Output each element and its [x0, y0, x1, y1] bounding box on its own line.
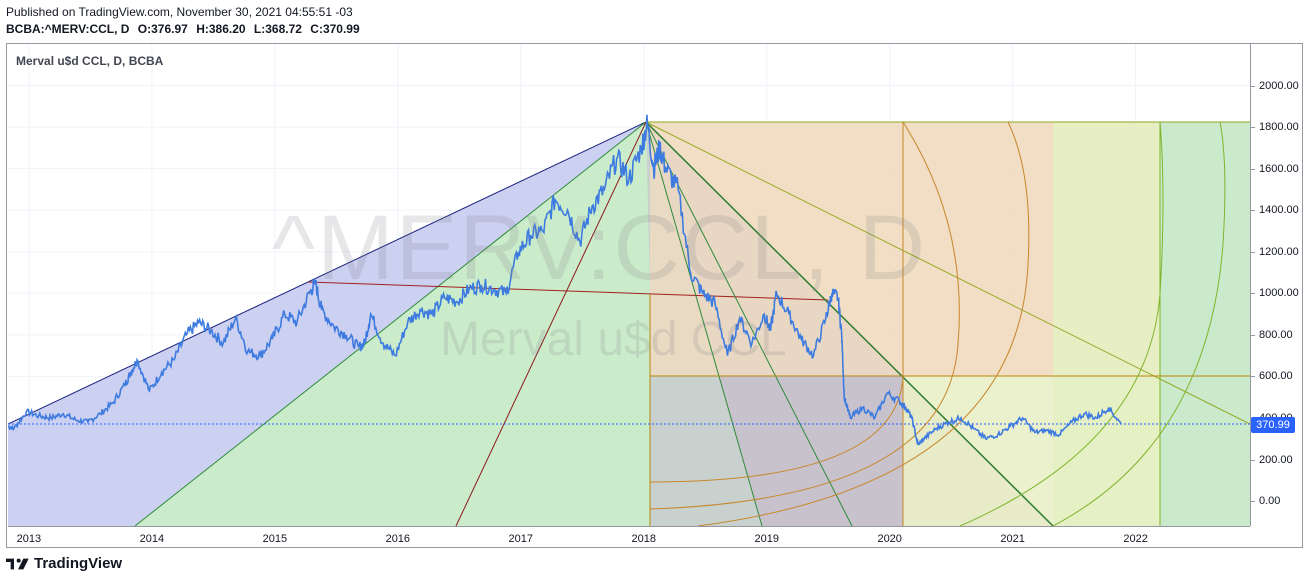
x-tick-label: 2018	[631, 533, 656, 545]
fan-line-down-3	[645, 121, 763, 526]
fan-line-down-4	[645, 121, 1250, 425]
close-value: C:370.99	[310, 22, 360, 36]
arc-green-2	[1052, 121, 1226, 526]
y-tick-label: 1000.00	[1259, 287, 1299, 300]
y-tick-label: 600.00	[1259, 370, 1293, 383]
y-tick-mark	[1251, 376, 1255, 378]
x-tick-label: 2017	[508, 533, 534, 545]
y-tick-mark	[1251, 459, 1255, 461]
price-series-line	[8, 114, 1122, 446]
y-tick-label: 0.00	[1259, 495, 1281, 508]
fan-line-brown	[455, 121, 647, 526]
price-axis[interactable]: 0.00200.00400.00600.00800.001000.001200.…	[1250, 44, 1303, 526]
series-legend: Merval u$d CCL, D, BCBA	[16, 54, 164, 68]
y-tick-mark	[1251, 251, 1255, 253]
fan-line-green	[134, 121, 647, 526]
fan-line-down-1	[645, 121, 1054, 526]
x-tick-label: 2016	[385, 533, 411, 545]
x-tick-label: 2014	[139, 533, 165, 545]
x-tick-label: 2022	[1123, 533, 1148, 545]
fan-zone-blue	[8, 122, 646, 526]
published-note: Published on TradingView.com, November 3…	[6, 5, 353, 19]
y-tick-mark	[1251, 293, 1255, 295]
x-tick-label: 2020	[877, 533, 902, 545]
ohlc-row: BCBA:^MERV:CCL, D O:376.97 H:386.20 L:36…	[6, 22, 365, 36]
arc-orange-1	[649, 375, 904, 483]
fan-box-green-right	[1160, 122, 1250, 526]
y-tick-mark	[1251, 85, 1255, 87]
y-tick-label: 1800.00	[1259, 121, 1299, 134]
last-price-tag: 370.99	[1251, 417, 1295, 433]
fan-line-red-diagonal	[307, 281, 829, 301]
y-tick-label: 1600.00	[1259, 162, 1299, 175]
fan-line-down-2	[645, 121, 853, 526]
symbol-watermark: ^MERV:CCL, D	[272, 197, 928, 299]
y-tick-label: 2000.00	[1259, 79, 1299, 92]
arc-orange-3	[697, 121, 1030, 526]
high-value: H:386.20	[196, 22, 246, 36]
name-watermark: Merval u$d CCL	[440, 313, 787, 366]
brand-label: TradingView	[34, 555, 123, 572]
y-tick-label: 1200.00	[1259, 245, 1299, 258]
x-tick-label: 2021	[1000, 533, 1025, 545]
fan-zone-green	[135, 122, 762, 526]
gann-fan-drawing	[8, 121, 1250, 526]
x-tick-label: 2019	[754, 533, 779, 545]
fan-box-yellow-right	[1053, 122, 1160, 526]
low-value: L:368.72	[253, 22, 302, 36]
y-tick-mark	[1251, 168, 1255, 170]
y-tick-mark	[1251, 127, 1255, 129]
arc-green-1	[959, 121, 1164, 526]
x-tick-label: 2013	[16, 533, 42, 545]
y-tick-mark	[1251, 501, 1255, 503]
tradingview-logo-icon	[6, 558, 29, 569]
chart-svg	[8, 44, 1250, 526]
arc-orange-2	[649, 121, 960, 510]
y-tick-mark	[1251, 334, 1255, 336]
chart-plot-area[interactable]	[8, 44, 1250, 526]
time-axis[interactable]: 2013 2014 2015 2016 2017 2018 2019 2020 2021 2022	[8, 526, 1250, 548]
y-tick-label: 1400.00	[1259, 204, 1299, 217]
y-tick-label: 200.00	[1259, 453, 1293, 466]
y-tick-mark	[1251, 210, 1255, 212]
open-value: O:376.97	[137, 22, 188, 36]
y-tick-label: 800.00	[1259, 328, 1293, 341]
x-tick-label: 2015	[262, 533, 288, 545]
symbol-label: BCBA:^MERV:CCL, D	[6, 22, 130, 36]
fan-line-top	[8, 121, 647, 425]
tradingview-logo: TradingView	[6, 555, 122, 572]
